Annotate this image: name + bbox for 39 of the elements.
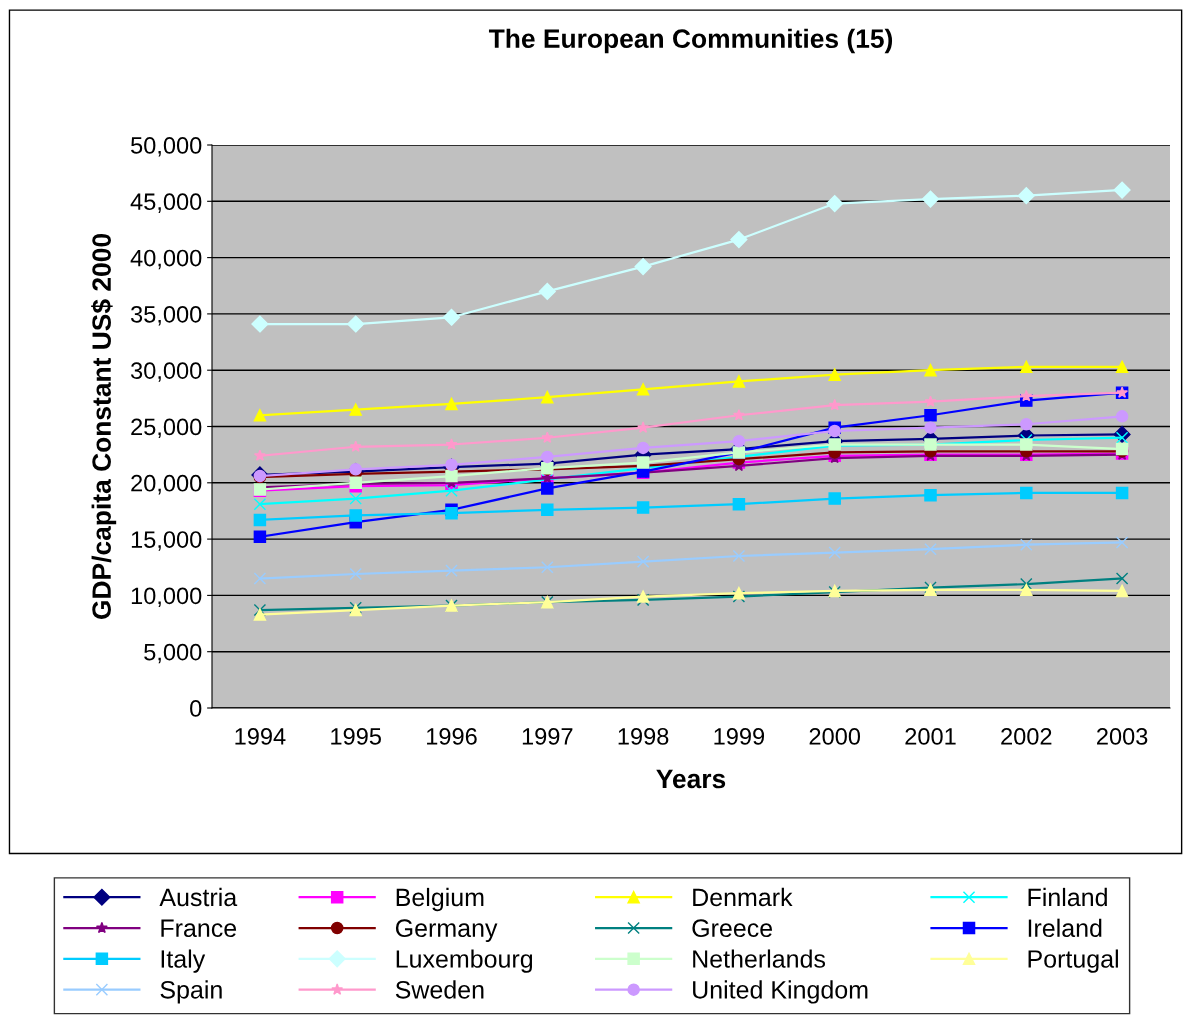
y-tick-label: 50,000	[131, 137, 202, 157]
y-tick-label: 45,000	[130, 193, 202, 213]
legend-label: Finland	[1028, 887, 1107, 907]
y-axis-title: GDP/capita Constant US$ 2000	[91, 233, 117, 619]
x-tick-label: 2001	[905, 728, 956, 745]
legend-label: Austria	[159, 887, 238, 907]
x-tick-label: 2002	[1001, 728, 1052, 745]
legend-label: Italy	[161, 949, 206, 973]
legend-label: Greece	[692, 919, 773, 938]
y-tick-label: 30,000	[130, 362, 202, 382]
y-tick-label: 5,000	[144, 643, 202, 664]
x-tick-label: 1994	[235, 728, 286, 745]
x-tick-label: 1996	[427, 728, 477, 745]
y-tick-label: 0	[190, 700, 202, 717]
legend-label: Ireland	[1028, 918, 1102, 938]
x-tick-label: 1995	[331, 728, 381, 745]
y-tick-label: 35,000	[130, 305, 202, 326]
legend-label: Sweden	[395, 980, 484, 999]
x-tick-label: 1997	[522, 728, 573, 745]
y-tick-label: 15,000	[131, 531, 202, 551]
legend-label: Belgium	[396, 887, 484, 912]
x-tick-label: 2003	[1097, 728, 1148, 745]
x-axis-title: Years	[656, 769, 726, 789]
x-tick-label: 2000	[809, 728, 861, 745]
legend-label: Spain	[160, 980, 222, 1004]
legend-label: Portugal	[1028, 949, 1118, 973]
y-tick-label: 25,000	[131, 418, 202, 439]
legend-label: France	[161, 919, 237, 938]
legend-label: Denmark	[693, 887, 793, 907]
legend-label: Luxembourg	[396, 949, 533, 973]
legend-label: Netherlands	[693, 949, 826, 968]
legend-label: United Kingdom	[693, 980, 868, 1004]
legend-label: Germany	[395, 919, 498, 942]
y-tick-label: 20,000	[131, 474, 202, 495]
y-tick-label: 40,000	[130, 249, 202, 270]
y-tick-label: 10,000	[131, 587, 202, 607]
chart-title: The European Communities (15)	[488, 28, 893, 54]
x-tick-label: 1999	[714, 728, 765, 745]
x-tick-label: 1998	[618, 728, 669, 745]
